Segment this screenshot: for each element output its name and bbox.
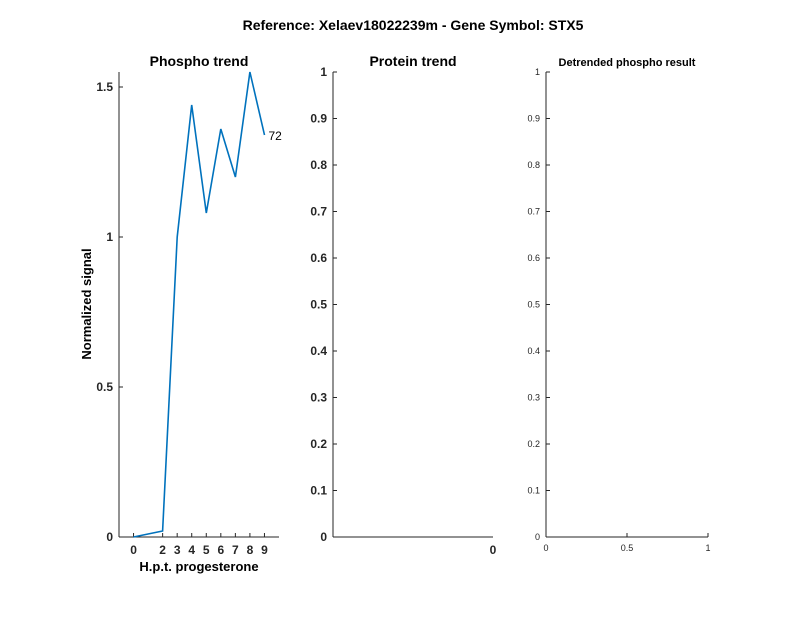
- protein-y-tick-label: 0.4: [310, 344, 327, 358]
- phospho-x-tick-label: 3: [174, 543, 181, 557]
- phospho-end-label: 72: [268, 129, 282, 143]
- phospho-y-axis-label: Normalized signal: [79, 248, 94, 359]
- detrended-y-tick-label: 0.9: [527, 114, 540, 124]
- protein-y-tick-label: 0.2: [310, 437, 327, 451]
- phospho-x-tick-label: 7: [232, 543, 239, 557]
- protein-x-tick-label: 0: [490, 543, 497, 557]
- detrended-y-tick-label: 1: [535, 67, 540, 77]
- detrended-x-tick-label: 1: [705, 543, 710, 553]
- detrended-panel: Detrended phospho result 0 0.1 0.2 0.3 0.4 0.…: [527, 57, 710, 553]
- phospho-y-tick-label: 1: [106, 230, 113, 244]
- phospho-x-tick-label: 8: [247, 543, 254, 557]
- detrended-title: Detrended phospho result: [559, 57, 696, 69]
- phospho-trend-title: Phospho trend: [150, 53, 249, 69]
- detrended-y-tick-label: 0.1: [527, 486, 540, 496]
- protein-y-tick-label: 0.5: [310, 298, 327, 312]
- protein-y-tick-label: 0.1: [310, 484, 327, 498]
- detrended-y-tick-label: 0: [535, 532, 540, 542]
- detrended-x-tick-label: 0: [543, 543, 548, 553]
- protein-y-tick-label: 1: [320, 65, 327, 79]
- phospho-x-tick-label: 5: [203, 543, 210, 557]
- phospho-x-tick-label: 4: [188, 543, 195, 557]
- protein-y-tick-label: 0.9: [310, 112, 327, 126]
- detrended-y-tick-label: 0.2: [527, 439, 540, 449]
- phospho-y-tick-label: 1.5: [96, 80, 113, 94]
- phospho-x-tick-label: 9: [261, 543, 268, 557]
- detrended-y-tick-label: 0.7: [527, 207, 540, 217]
- protein-y-tick-label: 0.8: [310, 158, 327, 172]
- phospho-x-axis-label: H.p.t. progesterone: [139, 559, 258, 574]
- phospho-series-line: [133, 71, 266, 538]
- phospho-y-tick-label: 0.5: [96, 380, 113, 394]
- detrended-y-tick-label: 0.8: [527, 160, 540, 170]
- detrended-y-tick-label: 0.6: [527, 253, 540, 263]
- detrended-x-tick-label: 0.5: [621, 543, 634, 553]
- protein-y-tick-label: 0.7: [310, 205, 327, 219]
- detrended-y-tick-label: 0.5: [527, 300, 540, 310]
- protein-y-tick-label: 0: [320, 530, 327, 544]
- phospho-x-tick-label: 6: [217, 543, 224, 557]
- phospho-x-tick-label: 2: [159, 543, 166, 557]
- figure-title: Reference: Xelaev18022239m - Gene Symbol…: [243, 17, 584, 33]
- protein-y-tick-label: 0.3: [310, 391, 327, 405]
- phospho-y-tick-label: 0: [106, 530, 113, 544]
- detrended-y-tick-label: 0.3: [527, 393, 540, 403]
- phospho-x-tick-label: 0: [130, 543, 137, 557]
- protein-trend-title: Protein trend: [369, 53, 456, 69]
- protein-trend-panel: Protein trend 0 0.1 0.2 0.3 0.4 0.5 0.6 0.7 0.8 0…: [310, 53, 496, 557]
- detrended-y-tick-label: 0.4: [527, 346, 540, 356]
- protein-y-tick-label: 0.6: [310, 251, 327, 265]
